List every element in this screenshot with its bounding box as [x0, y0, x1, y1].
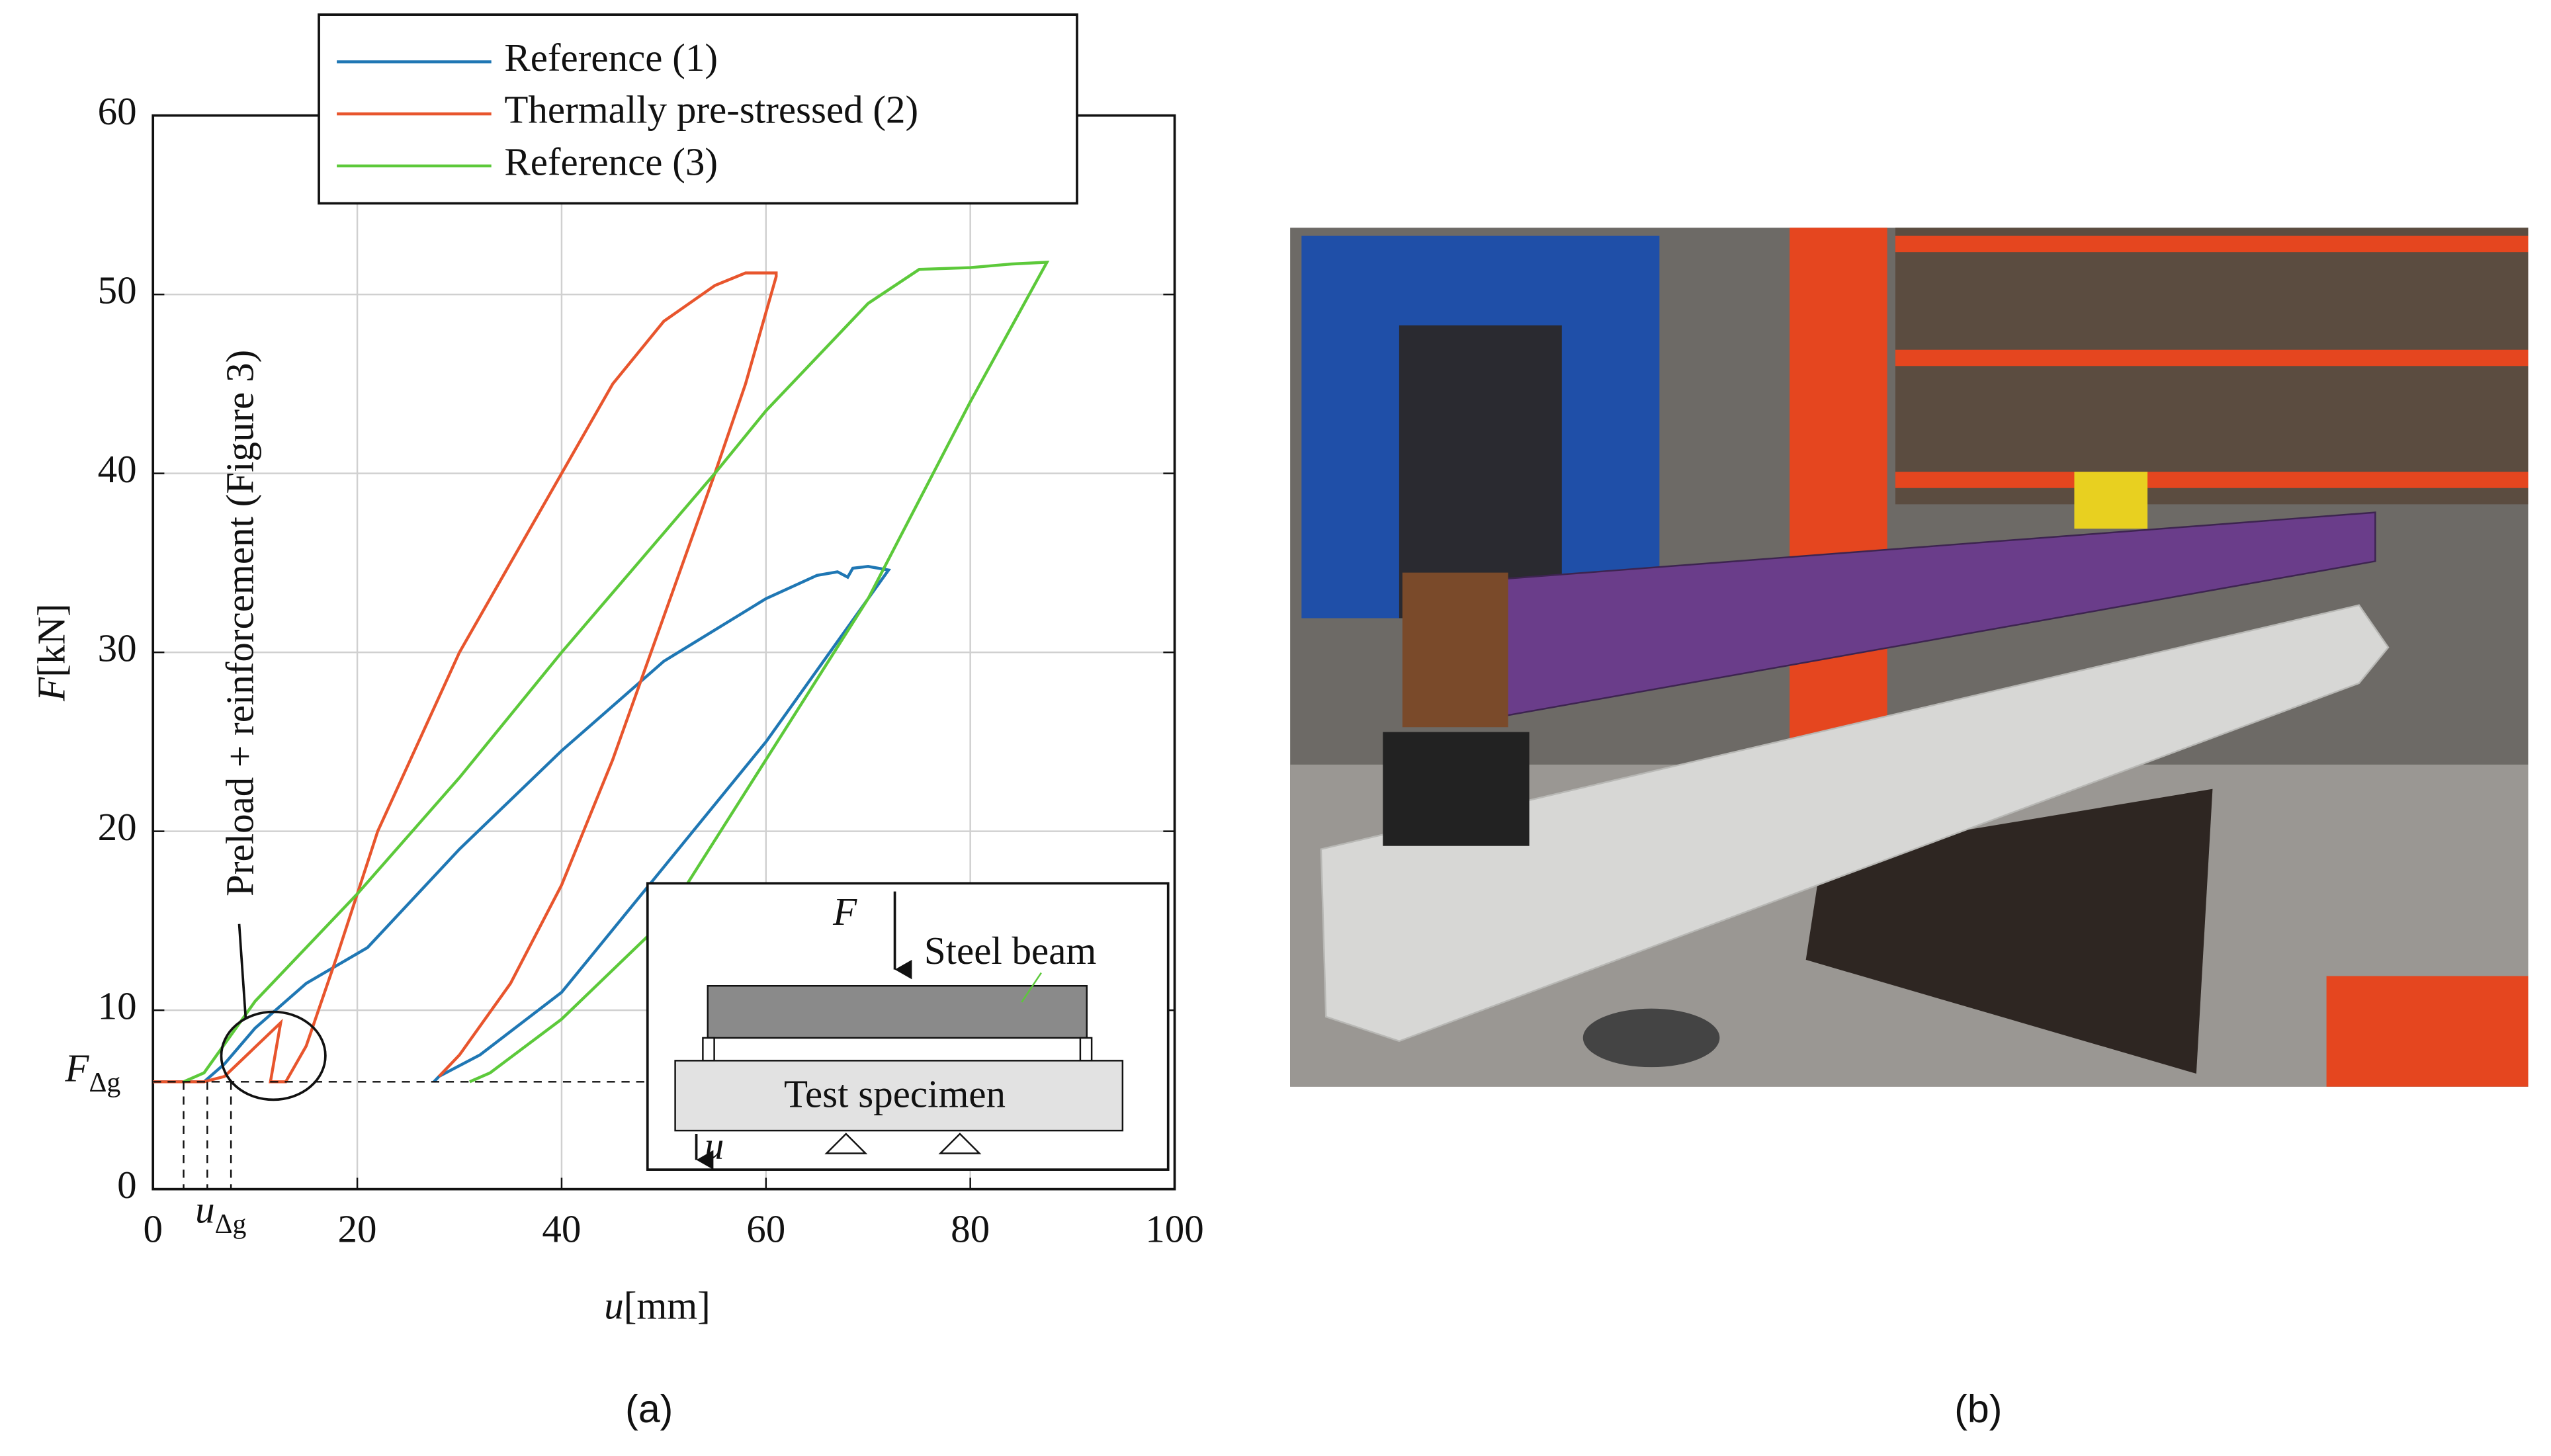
inset: F Test specimen Steel beam u — [646, 882, 1170, 1171]
legend-label: Reference (3) — [504, 140, 718, 183]
x-tick-label: 60 — [746, 1207, 785, 1251]
symbol: u — [195, 1187, 214, 1231]
support-frame — [1805, 789, 2213, 1074]
y-tick-label: 0 — [117, 1163, 137, 1207]
end-plate — [1402, 572, 1508, 728]
y-axis-label: F[kN] — [29, 603, 73, 701]
legend-label: Thermally pre-stressed (2) — [504, 88, 918, 132]
highlight — [220, 1010, 327, 1101]
leader — [1021, 972, 1042, 1003]
inset-u: u — [705, 1124, 724, 1168]
orange-box — [2326, 976, 2529, 1087]
y-label-symbol: F — [29, 677, 73, 702]
bearing-block — [1383, 732, 1530, 846]
machine — [1399, 325, 1562, 619]
y-label-unit: [kN] — [29, 603, 73, 677]
subscript: Δg — [89, 1068, 120, 1098]
preload-annotation: Preload + reinforcement (Figure 3) — [218, 350, 261, 896]
x-label-symbol: u — [604, 1283, 623, 1327]
inset-force: F — [832, 890, 857, 933]
photo — [1290, 228, 2529, 1087]
inset-specimen: Test specimen — [784, 1072, 1006, 1115]
y-tick-label: 60 — [98, 89, 137, 133]
caption: (b) — [1954, 1387, 2002, 1431]
bearings — [824, 1133, 982, 1154]
load-cell — [2074, 472, 2148, 529]
test-specimen — [674, 1060, 1124, 1132]
pointer — [238, 923, 247, 1019]
legend-box — [318, 13, 1078, 205]
floor-drain — [1582, 1008, 1720, 1068]
displacement-level-label: uΔg — [195, 1187, 246, 1240]
subscript: Δg — [215, 1209, 247, 1240]
series-line — [153, 565, 891, 1084]
y-tick-label: 50 — [98, 269, 137, 312]
y-tick-label: 30 — [98, 626, 137, 670]
y-tick-label: 10 — [98, 984, 137, 1028]
orange-column — [1790, 228, 1887, 749]
caption: (a) — [625, 1387, 673, 1431]
support — [702, 1037, 715, 1062]
rack-beam — [1895, 472, 2529, 488]
x-label-unit: [mm] — [624, 1283, 711, 1327]
x-tick-label: 40 — [542, 1207, 581, 1251]
y-tick-label: 40 — [98, 447, 137, 491]
x-tick-label: 80 — [951, 1207, 990, 1251]
y-tick-label: 20 — [98, 805, 137, 849]
x-tick-label: 0 — [143, 1207, 163, 1251]
legend-label: Reference (1) — [504, 36, 718, 79]
inset-beam: Steel beam — [924, 929, 1097, 972]
x-tick-label: 20 — [338, 1207, 377, 1251]
symbol: F — [64, 1046, 89, 1090]
x-tick-label: 100 — [1145, 1207, 1204, 1251]
force-level-label: FΔg — [64, 1046, 120, 1098]
x-axis-label: u[mm] — [604, 1283, 711, 1327]
support — [1079, 1037, 1093, 1062]
rack-beam — [1895, 349, 2529, 366]
concrete-beam — [1320, 604, 2390, 1043]
rack-beam — [1895, 236, 2529, 253]
steel-beam — [707, 985, 1088, 1039]
